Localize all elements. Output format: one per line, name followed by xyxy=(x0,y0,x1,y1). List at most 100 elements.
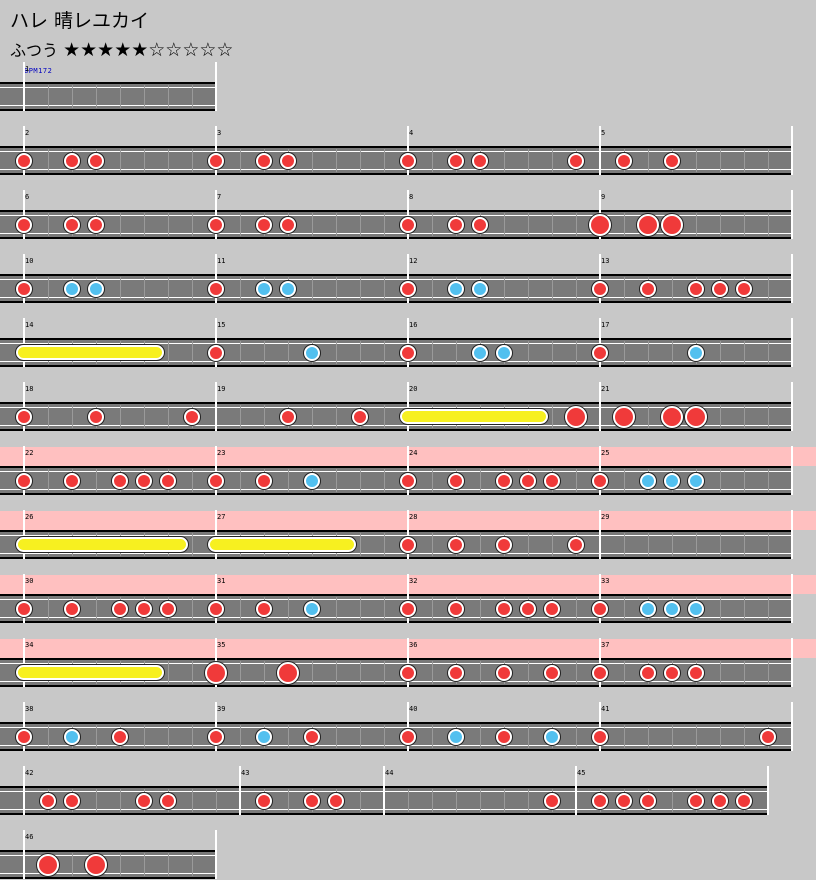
beat-line xyxy=(168,405,169,428)
measure-number: 17 xyxy=(601,321,610,329)
don-note xyxy=(16,280,32,297)
ka-note xyxy=(448,280,464,297)
don-note xyxy=(712,792,728,809)
don-note xyxy=(400,600,416,617)
don-note xyxy=(160,792,176,809)
bar-line xyxy=(791,318,793,367)
gogo-band xyxy=(408,639,600,658)
ka-note xyxy=(280,280,296,297)
bar-line xyxy=(23,62,25,111)
beat-line xyxy=(720,149,721,172)
don-note xyxy=(448,152,464,169)
beat-line xyxy=(720,725,721,748)
beat-line xyxy=(312,149,313,172)
beat-line xyxy=(744,213,745,236)
beat-line xyxy=(432,725,433,748)
bar-line xyxy=(383,766,385,815)
bar-line xyxy=(23,190,25,239)
beat-line xyxy=(168,725,169,748)
bar-line xyxy=(23,254,25,303)
beat-line xyxy=(552,277,553,300)
don-note xyxy=(448,536,464,553)
don-note xyxy=(304,792,320,809)
beat-line xyxy=(552,405,553,428)
ka-note xyxy=(640,600,656,617)
don-note xyxy=(688,792,704,809)
beat-line xyxy=(48,597,49,620)
beat-line xyxy=(168,149,169,172)
gogo-band xyxy=(600,511,816,530)
beat-line xyxy=(144,213,145,236)
don-note xyxy=(136,792,152,809)
beat-line xyxy=(528,725,529,748)
don-note xyxy=(184,408,200,425)
beat-line xyxy=(168,85,169,108)
beat-line xyxy=(432,277,433,300)
gogo-band xyxy=(408,447,600,466)
don-note xyxy=(736,280,752,297)
bar-line xyxy=(599,702,601,751)
don-note xyxy=(112,472,128,489)
bar-line xyxy=(407,190,409,239)
beat-line xyxy=(144,277,145,300)
measure-number: 24 xyxy=(409,449,418,457)
bar-line xyxy=(599,574,601,623)
bar-line xyxy=(23,638,25,687)
beat-line xyxy=(336,405,337,428)
bar-line xyxy=(407,446,409,495)
bar-line xyxy=(407,126,409,175)
measure-number: 38 xyxy=(25,705,34,713)
don-note xyxy=(400,152,416,169)
beat-line xyxy=(480,597,481,620)
don-note xyxy=(664,664,680,681)
beat-line xyxy=(504,213,505,236)
gogo-band xyxy=(600,639,816,658)
bar-line xyxy=(23,702,25,751)
beat-line xyxy=(384,277,385,300)
don-note xyxy=(760,728,776,745)
don-note xyxy=(160,472,176,489)
big-don-note xyxy=(661,213,683,236)
beat-line xyxy=(48,277,49,300)
measure-number: 10 xyxy=(25,257,34,265)
beat-line xyxy=(72,405,73,428)
don-note xyxy=(616,152,632,169)
difficulty-row: ふつう ★★★★★☆☆☆☆☆ xyxy=(10,37,233,61)
drumroll-note xyxy=(400,408,548,424)
beat-line xyxy=(312,277,313,300)
beat-line xyxy=(48,85,49,108)
beat-line xyxy=(192,341,193,364)
beat-line xyxy=(768,661,769,684)
beat-line xyxy=(624,469,625,492)
beat-line xyxy=(624,533,625,556)
don-note xyxy=(208,152,224,169)
measure-number: 21 xyxy=(601,385,610,393)
bar-line xyxy=(791,510,793,559)
bar-line xyxy=(407,638,409,687)
don-note xyxy=(592,344,608,361)
note-lane xyxy=(0,466,792,495)
beat-line xyxy=(192,597,193,620)
beat-line xyxy=(120,277,121,300)
beat-line xyxy=(672,725,673,748)
measure-number: 9 xyxy=(601,193,606,201)
measure-number: 40 xyxy=(409,705,418,713)
beat-line xyxy=(288,725,289,748)
beat-line xyxy=(240,725,241,748)
bar-line xyxy=(791,702,793,751)
bar-line xyxy=(215,62,217,111)
bar-line xyxy=(407,702,409,751)
beat-line xyxy=(168,341,169,364)
beat-line xyxy=(696,213,697,236)
beat-line xyxy=(576,277,577,300)
beat-line xyxy=(480,661,481,684)
don-note xyxy=(16,728,32,745)
beat-line xyxy=(192,533,193,556)
beat-line xyxy=(768,277,769,300)
beat-line xyxy=(480,469,481,492)
bar-line xyxy=(599,510,601,559)
beat-line xyxy=(696,725,697,748)
beat-line xyxy=(744,725,745,748)
beat-line xyxy=(696,533,697,556)
measure-number: 12 xyxy=(409,257,418,265)
